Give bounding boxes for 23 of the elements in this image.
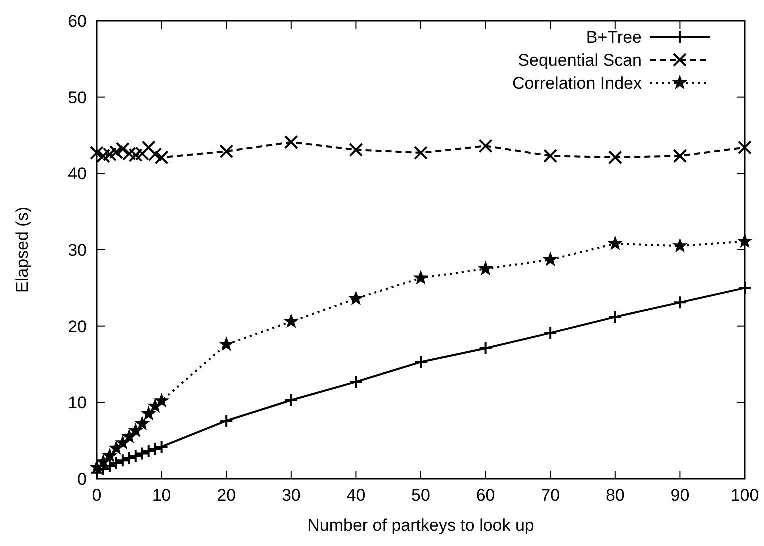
y-tick-label: 20: [68, 317, 87, 336]
x-tick-label: 60: [476, 486, 496, 505]
y-tick-label: 0: [78, 470, 87, 489]
legend-label: B+Tree: [586, 28, 642, 47]
y-tick-label: 50: [68, 88, 87, 108]
x-tick-label: 70: [541, 486, 560, 505]
legend-label: Sequential Scan: [518, 51, 642, 70]
x-axis-title: Number of partkeys to look up: [308, 516, 534, 535]
x-tick-label: 20: [217, 486, 236, 505]
y-tick-label: 10: [68, 394, 87, 413]
x-tick-label: 50: [412, 486, 430, 505]
y-tick-label: 30: [68, 241, 87, 260]
x-tick-label: 80: [606, 486, 625, 505]
x-tick-label: 40: [346, 486, 366, 505]
y-axis-title: Elapsed (s): [13, 207, 32, 293]
legend-label: Correlation Index: [512, 74, 642, 93]
y-tick-label: 60: [68, 12, 87, 31]
x-tick-label: 100: [730, 486, 760, 505]
x-tick-label: 0: [92, 486, 102, 505]
y-tick-label: 40: [68, 164, 87, 184]
x-tick-label: 90: [670, 486, 690, 505]
x-tick-label: 10: [152, 486, 172, 505]
x-tick-label: 30: [282, 486, 301, 505]
